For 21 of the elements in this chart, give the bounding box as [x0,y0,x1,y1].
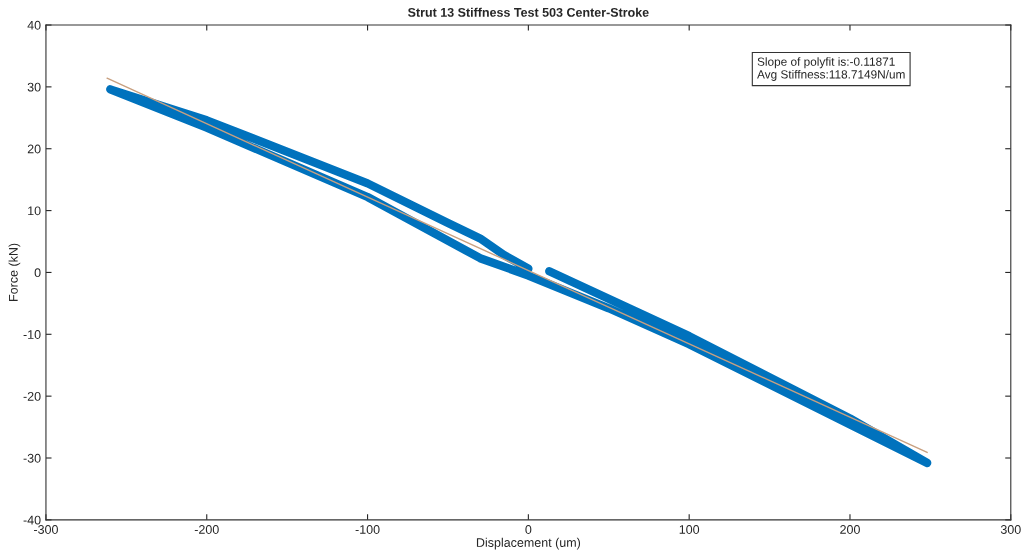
y-axis-title: Force (kN) [8,243,21,301]
y-tick-label: -10 [23,330,41,339]
y-tick-label: 20 [27,144,41,154]
y-tick-label: -30 [23,453,41,463]
y-tick-label: 0 [34,268,41,278]
y-tick-label: -20 [23,391,41,401]
y-tick-label: 30 [27,82,41,92]
y-tick-label: 40 [27,20,41,30]
x-tick-label: 100 [679,525,700,534]
annotation: Avg Stiffness:118.7149N/um [757,69,905,81]
x-tick-label: 200 [840,525,860,534]
y-tick-label: -40 [23,515,41,525]
x-tick-label: -300 [33,525,58,534]
y-tick-label: 10 [28,206,41,216]
chart-title: Strut 13 Stiffness Test 503 Center-Stroke [407,7,649,17]
annotation: Slope of polyfit is:-0.11871 [757,57,895,69]
x-tick-label: -200 [194,525,219,534]
x-axis-title: Displacement (um) [476,537,581,550]
x-tick-label: -100 [355,525,380,534]
x-tick-label: 0 [525,525,532,534]
x-tick-label: 300 [1000,525,1021,534]
